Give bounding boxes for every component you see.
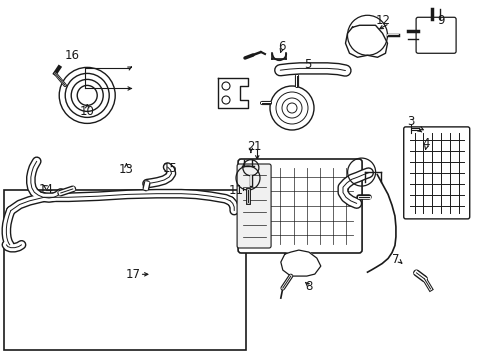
FancyBboxPatch shape	[238, 159, 362, 253]
Text: 14: 14	[39, 183, 54, 195]
Text: 3: 3	[407, 115, 415, 128]
Polygon shape	[281, 250, 321, 276]
Text: 12: 12	[376, 14, 391, 27]
FancyBboxPatch shape	[237, 164, 271, 248]
Text: 6: 6	[278, 40, 286, 53]
Text: 4: 4	[422, 137, 430, 150]
Text: 2: 2	[247, 140, 255, 153]
Text: 10: 10	[80, 105, 95, 118]
Text: 13: 13	[119, 163, 134, 176]
Text: 7: 7	[392, 253, 400, 266]
Text: 9: 9	[437, 14, 445, 27]
FancyBboxPatch shape	[404, 127, 470, 219]
Text: 5: 5	[304, 58, 312, 71]
Text: 8: 8	[305, 280, 313, 293]
Text: 11: 11	[229, 184, 244, 197]
Text: 16: 16	[65, 49, 80, 62]
Text: 17: 17	[126, 268, 141, 281]
Text: 15: 15	[163, 162, 178, 175]
FancyBboxPatch shape	[416, 17, 456, 53]
Text: 1: 1	[253, 140, 261, 153]
Bar	[4, 190, 246, 350]
